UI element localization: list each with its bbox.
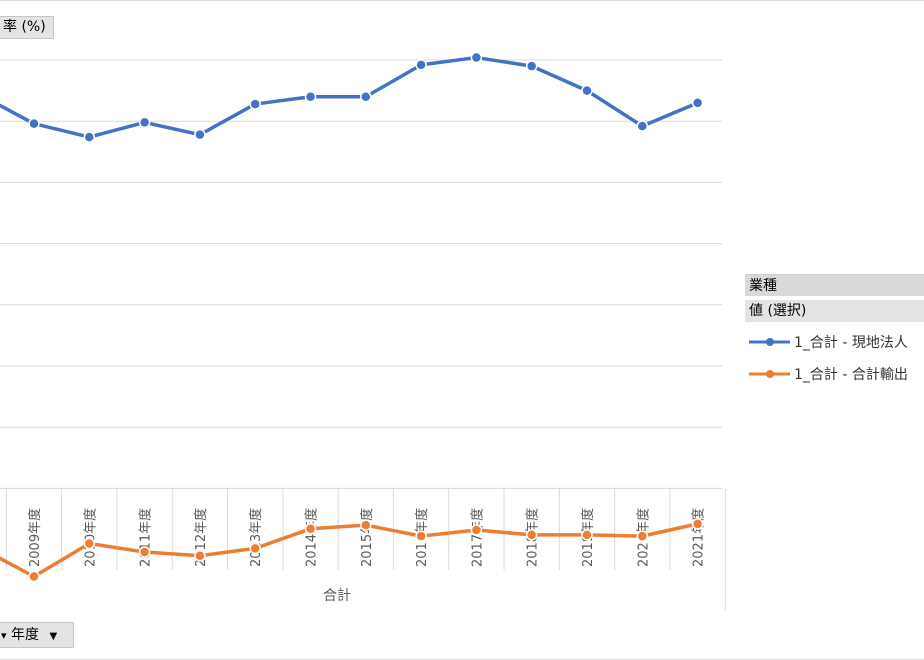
data-point[interactable] xyxy=(360,90,372,103)
data-point[interactable] xyxy=(249,98,261,110)
data-point[interactable] xyxy=(581,84,593,97)
data-point[interactable] xyxy=(691,97,704,109)
data-point[interactable] xyxy=(249,542,261,555)
legend-field-header[interactable]: 業種 xyxy=(745,274,924,296)
data-point[interactable] xyxy=(83,537,96,550)
data-point[interactable] xyxy=(304,523,317,535)
series-line[interactable] xyxy=(0,522,698,579)
data-point[interactable] xyxy=(525,529,538,541)
legend-item-label: 1_合計 - 合計輸出 xyxy=(794,367,908,383)
x-tick-label: 2017年度 xyxy=(469,508,485,567)
dropdown-arrow-icon: ▼ xyxy=(49,631,58,642)
data-point[interactable] xyxy=(28,570,40,583)
legend-line-marker-icon xyxy=(749,370,790,378)
year-field-label: 年度 xyxy=(10,627,39,643)
legend-line-marker-icon xyxy=(749,338,790,346)
data-point[interactable] xyxy=(304,90,317,103)
filter-funnel-icon: ▾ xyxy=(1,629,7,642)
top-border xyxy=(0,0,924,1)
data-point[interactable] xyxy=(83,131,96,143)
x-tick-label: 2015年度 xyxy=(359,508,375,567)
x-tick-label: 2010年度 xyxy=(82,508,98,567)
data-point[interactable] xyxy=(194,549,206,562)
data-point[interactable] xyxy=(525,60,538,72)
data-point[interactable] xyxy=(138,116,151,129)
y-axis-field-button[interactable]: 率 (%) xyxy=(0,16,54,39)
x-tick-label: 2013年度 xyxy=(248,508,264,567)
x-tick-label: 2011年度 xyxy=(138,508,154,567)
data-point[interactable] xyxy=(470,51,483,64)
data-point[interactable] xyxy=(360,519,372,531)
data-point[interactable] xyxy=(415,530,427,542)
legend-item-series-2[interactable]: 1_合計 - 合計輸出 xyxy=(748,364,908,384)
x-tick-label: 2014年度 xyxy=(304,508,320,567)
data-point[interactable] xyxy=(581,529,593,541)
series-layer xyxy=(0,51,704,583)
x-axis: 2009年度 2010年度 2011年度 2012年度 2013年度 2014年度 2015… xyxy=(5,488,726,610)
series-line[interactable] xyxy=(0,55,699,139)
legend-values-header: 値 (選択) xyxy=(745,300,924,322)
x-axis-title: 合計 xyxy=(323,588,351,604)
data-point[interactable] xyxy=(28,117,40,130)
data-point[interactable] xyxy=(636,120,649,132)
data-point[interactable] xyxy=(636,530,649,542)
data-point[interactable] xyxy=(415,59,427,71)
data-point[interactable] xyxy=(194,128,206,141)
data-point[interactable] xyxy=(138,546,151,558)
gridlines xyxy=(0,59,722,489)
data-point[interactable] xyxy=(470,524,483,536)
x-tick-label: 2021年度 xyxy=(691,508,707,567)
x-tick-label: 2009年度 xyxy=(27,508,43,567)
legend-item-series-1[interactable]: 1_合計 - 現地法人 xyxy=(748,332,908,352)
legend-item-label: 1_合計 - 現地法人 xyxy=(794,335,908,351)
data-point[interactable] xyxy=(691,518,704,530)
year-field-button[interactable]: ▾ 年度 ▼ xyxy=(0,622,74,648)
